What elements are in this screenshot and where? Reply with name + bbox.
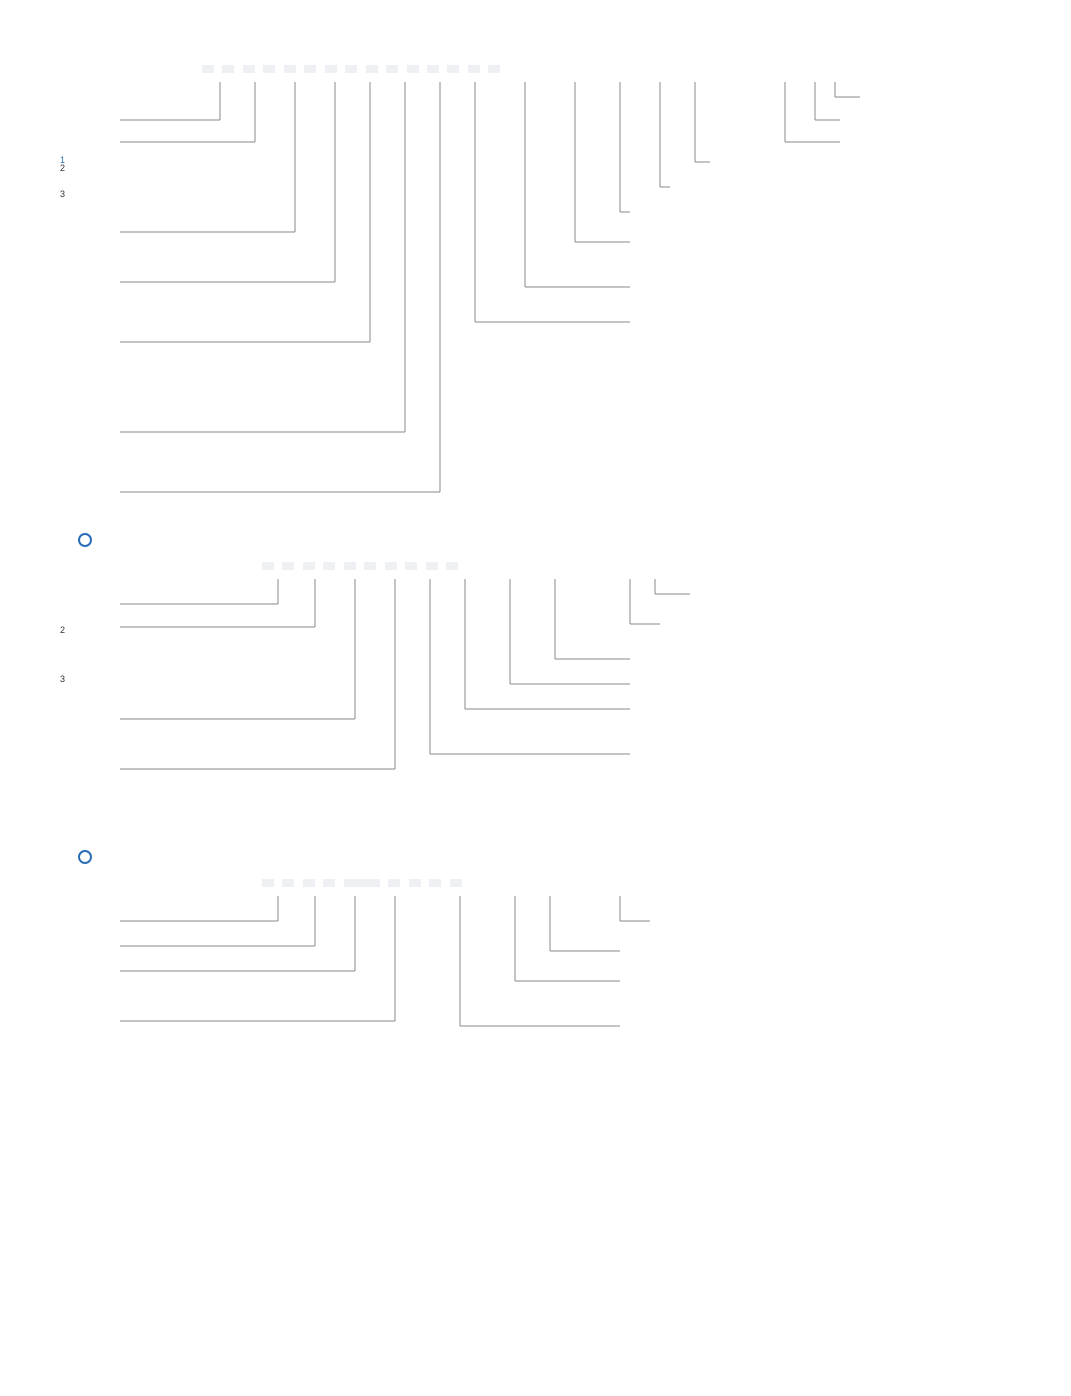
seg: [366, 65, 378, 73]
s2-diagram: 3 2: [60, 579, 1011, 839]
seg: [222, 65, 234, 73]
seg: [303, 562, 315, 570]
lbl: 3: [60, 676, 65, 690]
seg: [263, 65, 275, 73]
seg: [262, 562, 274, 570]
seg: [303, 879, 315, 887]
s3-diagram: [60, 896, 1011, 1096]
seg: [405, 562, 417, 570]
seg: [450, 879, 462, 887]
seg: [304, 65, 316, 73]
seg: [388, 879, 400, 887]
seg: [282, 562, 294, 570]
s1-code-row: [200, 60, 1011, 78]
s3-code-row: [260, 874, 1011, 892]
seg: [468, 65, 480, 73]
seg: [429, 879, 441, 887]
seg: [446, 562, 458, 570]
seg: [364, 562, 376, 570]
seg: [488, 65, 500, 73]
s3-sub: [78, 849, 1011, 866]
seg: [325, 65, 337, 73]
lbl: 3: [60, 191, 65, 205]
seg: [426, 562, 438, 570]
seg: [323, 879, 335, 887]
seg: [282, 879, 294, 887]
s1-notes: [530, 382, 560, 536]
seg: [284, 65, 296, 73]
seg: [427, 65, 439, 73]
s2-code-row: [260, 557, 1011, 575]
seg: [344, 879, 380, 887]
seg: [323, 562, 335, 570]
seg: [202, 65, 214, 73]
seg: [385, 562, 397, 570]
seg: [243, 65, 255, 73]
seg: [407, 65, 419, 73]
seg: [345, 65, 357, 73]
seg: [447, 65, 459, 73]
seg: [344, 562, 356, 570]
seg: [386, 65, 398, 73]
s1-diagram: 3 2 1: [60, 82, 1011, 512]
seg: [262, 879, 274, 887]
seg: [409, 879, 421, 887]
